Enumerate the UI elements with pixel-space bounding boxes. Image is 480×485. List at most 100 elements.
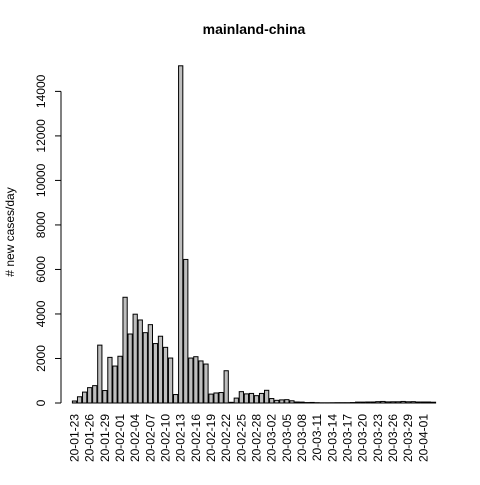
x-tick-label: 20-03-23 xyxy=(371,414,385,462)
bar-20-02-17 xyxy=(199,361,203,403)
bar-20-03-21 xyxy=(366,402,370,403)
x-tick-label: 20-02-10 xyxy=(159,414,173,462)
bar-20-02-13 xyxy=(179,66,183,403)
x-tick-label: 20-02-13 xyxy=(174,414,188,462)
bar-20-01-28 xyxy=(98,345,102,403)
x-tick-label: 20-03-29 xyxy=(401,414,415,462)
bar-20-02-14 xyxy=(184,259,188,403)
bar-20-02-15 xyxy=(189,358,193,403)
x-tick-label: 20-01-29 xyxy=(98,414,112,462)
bar-20-02-05 xyxy=(138,320,142,403)
bar-20-01-27 xyxy=(93,386,97,403)
bar-20-02-16 xyxy=(194,357,198,403)
bar-20-02-19 xyxy=(209,394,213,403)
x-tick-label: 20-03-20 xyxy=(356,414,370,462)
bar-20-03-25 xyxy=(386,402,390,403)
bar-20-02-25 xyxy=(239,392,243,403)
bar-20-01-26 xyxy=(88,388,92,403)
bar-20-01-23 xyxy=(72,401,76,403)
bar-20-03-23 xyxy=(376,402,380,403)
bar-20-03-24 xyxy=(381,401,385,403)
bar-20-02-11 xyxy=(168,358,172,403)
y-axis: 0 2000 4000 6000 8000 10000 12000 14000 xyxy=(34,74,61,406)
bar-20-03-06 xyxy=(290,401,294,403)
x-tick-label: 20-03-02 xyxy=(265,414,279,462)
bar-20-03-10 xyxy=(310,402,314,403)
bar-20-03-02 xyxy=(270,399,274,403)
bar-20-01-31 xyxy=(113,366,117,403)
bar-20-03-30 xyxy=(411,402,415,403)
bar-20-02-28 xyxy=(254,396,258,403)
y-tick-label: 2000 xyxy=(34,345,48,372)
x-tick-label: 20-02-07 xyxy=(143,414,157,462)
bar-20-02-26 xyxy=(244,394,248,403)
x-tick-label: 20-01-23 xyxy=(68,414,82,462)
bar-20-02-22 xyxy=(224,371,228,403)
y-axis-label: # new cases/day xyxy=(3,187,17,276)
bar-20-02-10 xyxy=(163,347,167,403)
bar-20-03-07 xyxy=(295,402,299,403)
bar-20-01-29 xyxy=(103,391,107,403)
bar-20-03-19 xyxy=(356,402,360,403)
bar-20-01-24 xyxy=(77,397,81,403)
bar-20-02-09 xyxy=(158,336,162,403)
bar-20-03-03 xyxy=(275,400,279,403)
y-tick-label: 8000 xyxy=(34,211,48,238)
bar-20-04-03 xyxy=(431,402,435,403)
bar-20-02-18 xyxy=(204,364,208,403)
bar-series xyxy=(72,66,435,403)
bar-20-02-21 xyxy=(219,393,223,403)
x-tick-label: 20-02-22 xyxy=(219,414,233,462)
bar-20-04-02 xyxy=(426,402,430,403)
bar-20-03-31 xyxy=(416,402,420,403)
bar-20-02-06 xyxy=(143,333,147,403)
bar-20-02-24 xyxy=(234,398,238,403)
x-tick-label: 20-03-26 xyxy=(386,414,400,462)
x-tick-label: 20-02-19 xyxy=(204,414,218,462)
bar-20-02-03 xyxy=(128,334,132,403)
bar-20-03-27 xyxy=(396,402,400,403)
y-tick-label: 0 xyxy=(34,399,48,406)
y-tick-label: 4000 xyxy=(34,300,48,327)
bar-20-02-23 xyxy=(229,402,233,403)
x-tick-label: 20-02-25 xyxy=(234,414,248,462)
bar-20-02-12 xyxy=(174,395,178,403)
bar-20-03-05 xyxy=(285,400,289,403)
y-tick-label: 10000 xyxy=(34,163,48,197)
x-tick-label: 20-01-26 xyxy=(83,414,97,462)
y-tick-label: 6000 xyxy=(34,256,48,283)
bar-20-02-20 xyxy=(214,393,218,403)
bar-20-02-08 xyxy=(153,344,157,403)
y-tick-label: 12000 xyxy=(34,119,48,153)
x-tick-label: 20-03-17 xyxy=(341,414,355,462)
x-tick-label: 20-02-04 xyxy=(128,414,142,462)
bar-20-02-29 xyxy=(259,393,263,403)
x-tick-label: 20-03-05 xyxy=(280,414,294,462)
x-tick-label: 20-02-16 xyxy=(189,414,203,462)
bar-20-02-07 xyxy=(148,325,152,403)
bar-20-03-26 xyxy=(391,402,395,403)
bar-20-03-20 xyxy=(361,402,365,403)
bar-20-04-01 xyxy=(421,402,425,403)
y-tick-label: 14000 xyxy=(34,74,48,108)
bar-20-02-02 xyxy=(123,297,127,403)
bar-20-03-08 xyxy=(300,402,304,403)
x-tick-label: 20-03-14 xyxy=(325,414,339,462)
bar-20-02-04 xyxy=(133,314,137,403)
chart-title: mainland-china xyxy=(203,21,306,37)
bar-20-03-28 xyxy=(401,401,405,403)
x-tick-label: 20-04-01 xyxy=(416,414,430,462)
x-tick-label: 20-02-28 xyxy=(250,414,264,462)
x-tick-label: 20-02-01 xyxy=(113,414,127,462)
bar-20-02-27 xyxy=(249,393,253,403)
x-tick-label: 20-03-11 xyxy=(310,414,324,461)
bar-20-03-22 xyxy=(371,402,375,403)
bar-20-01-25 xyxy=(83,392,87,403)
bar-20-03-01 xyxy=(265,390,269,403)
x-tick-label: 20-03-08 xyxy=(295,414,309,462)
bar-20-03-29 xyxy=(406,402,410,403)
bar-20-03-04 xyxy=(280,400,284,403)
